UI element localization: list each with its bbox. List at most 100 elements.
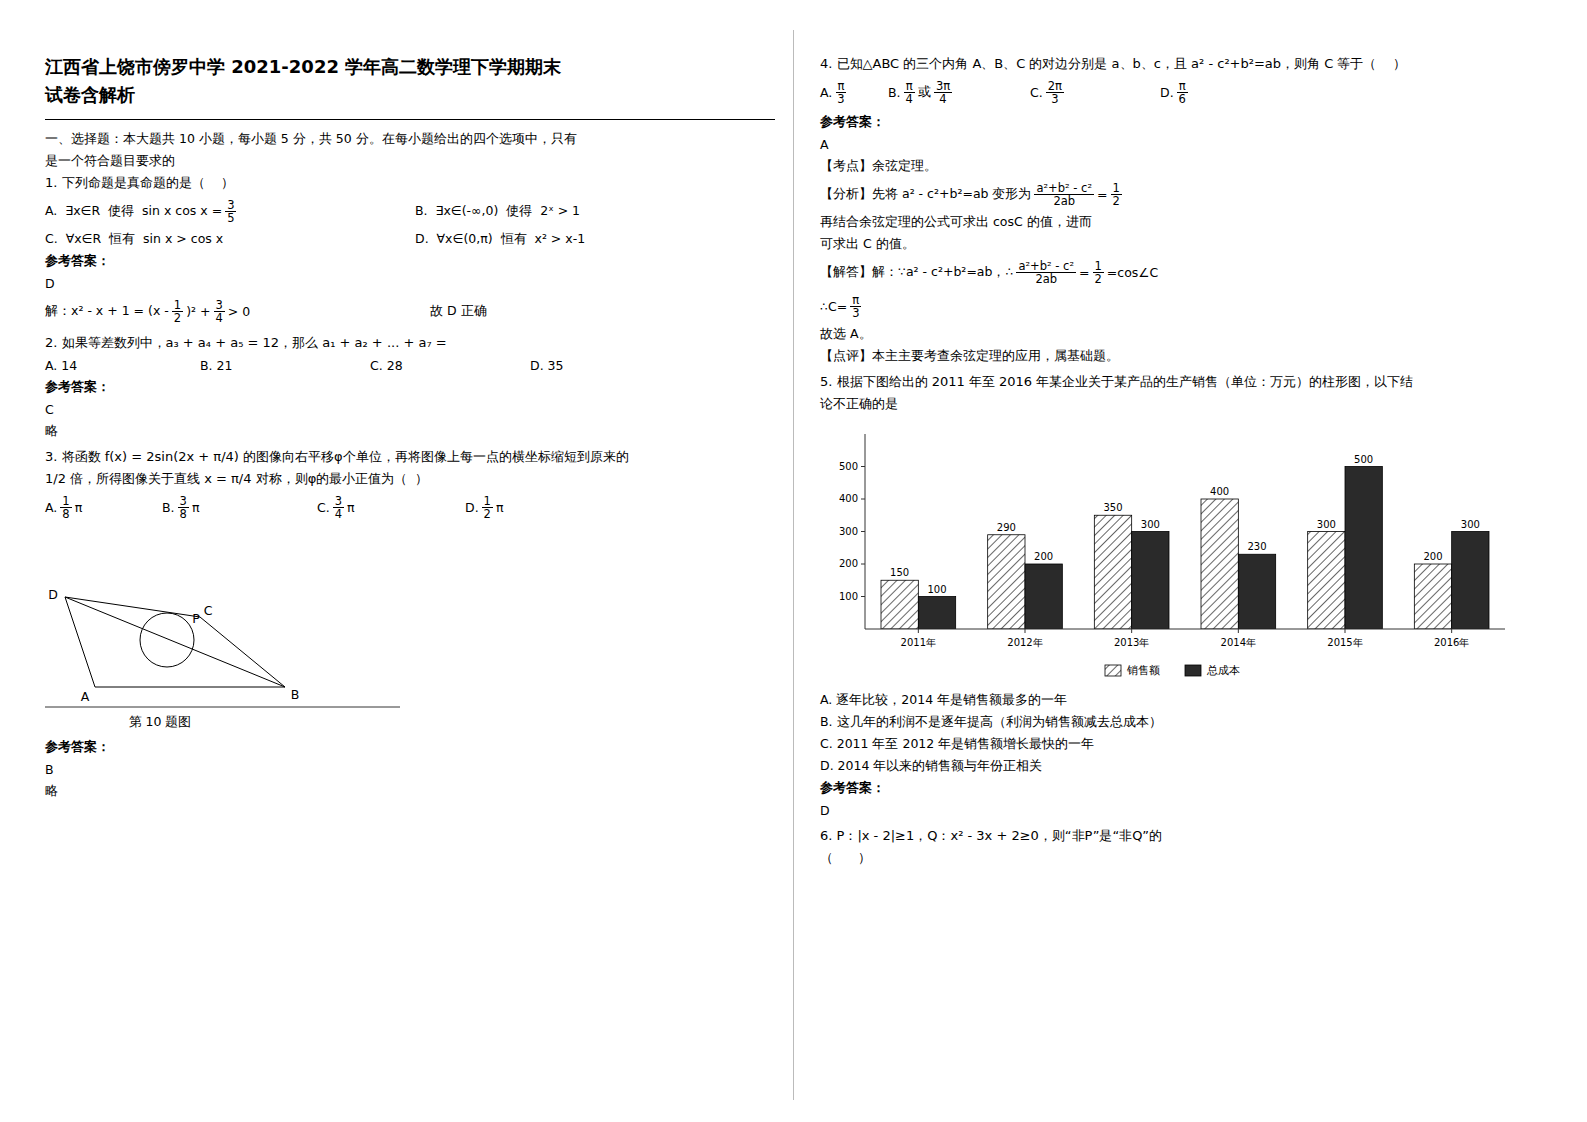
text: π — [192, 500, 200, 515]
bar — [1452, 532, 1489, 630]
text: C. — [317, 500, 330, 515]
text-line: 参考答案： — [45, 252, 110, 270]
bar — [1094, 515, 1131, 629]
text: 可求出 C 的值。 — [820, 236, 915, 253]
text-line: 论不正确的是 — [820, 395, 898, 413]
figure-edge — [65, 597, 285, 687]
data-label: 200 — [1034, 551, 1053, 562]
figure-caption: 第 10 题图 — [129, 714, 192, 729]
data-label: 350 — [1103, 502, 1122, 513]
text: > 0 — [228, 304, 250, 319]
text-row: 【考点】余弦定理。 — [820, 157, 1560, 175]
text-line: 一、选择题：本大题共 10 小题，每小题 5 分，共 50 分。在每小题给出的四… — [45, 130, 577, 148]
text: 参考答案： — [820, 114, 885, 131]
text: 再结合余弦定理的公式可求出 cosC 的值，进而 — [820, 214, 1092, 231]
text-line: 参考答案： — [820, 113, 885, 131]
numerator: π — [904, 80, 915, 93]
text-row: ∴C=π3 — [820, 291, 1560, 321]
text-row: 【点评】本主主要考查余弦定理的应用，属基础题。 — [820, 347, 1560, 365]
text-row: A. 逐年比较，2014 年是销售额最多的一年 — [820, 691, 1560, 709]
figure-edge — [65, 597, 200, 617]
text-row: 4. 已知△ABC 的三个内角 A、B、C 的对边分别是 a、b、c，且 a² … — [820, 55, 1560, 73]
figure-label: D — [48, 587, 58, 602]
x-tick-label: 2012年 — [1007, 637, 1042, 648]
text-line: 【点评】本主主要考查余弦定理的应用，属基础题。 — [820, 347, 1119, 365]
figure-svg: DCABP第 10 题图 — [45, 542, 425, 734]
text-row: 参考答案： — [45, 738, 785, 756]
fraction: a²+b² - c²2ab — [1034, 182, 1094, 207]
text-row: 江西省上饶市傍罗中学 2021-2022 学年高二数学理下学期期末 — [45, 55, 785, 79]
text-row: B — [45, 760, 785, 778]
text-line: A — [820, 135, 829, 153]
bar — [1132, 532, 1169, 630]
x-tick — [1238, 629, 1239, 633]
bar — [918, 597, 955, 630]
text-row: A — [820, 135, 1560, 153]
text: 参考答案： — [45, 253, 110, 270]
text-line: C. ∀x∈R 恒有 sin x > cos x — [45, 230, 223, 248]
y-tick — [861, 564, 865, 565]
text-row: 解：x² - x + 1 = (x -12)² +34> 0故 D 正确 — [45, 296, 785, 326]
bars — [881, 467, 1489, 630]
text: 故选 A。 — [820, 326, 872, 343]
x-tick — [1451, 629, 1452, 633]
bar — [1414, 564, 1451, 629]
text: D. — [465, 500, 479, 515]
text-row: 5. 根据下图给出的 2011 年至 2016 年某企业关于某产品的生产销售（单… — [820, 373, 1560, 391]
data-label: 100 — [927, 584, 946, 595]
figure-caption-rule — [45, 707, 400, 708]
text: A. 逐年比较，2014 年是销售额最多的一年 — [820, 692, 1067, 709]
text: C. ∀x∈R 恒有 sin x > cos x — [45, 231, 223, 248]
right-column: 4. 已知△ABC 的三个内角 A、B、C 的对边分别是 a、b、c，且 a² … — [820, 55, 1560, 871]
text-line: 是一个符合题目要求的 — [45, 152, 175, 170]
text: D — [45, 276, 55, 291]
text-row: 一、选择题：本大题共 10 小题，每小题 5 分，共 50 分。在每小题给出的四… — [45, 130, 785, 148]
numerator: 3π — [934, 80, 952, 93]
text: A. — [820, 85, 832, 100]
page: {"chart_data": { "type": "bar", "categor… — [0, 0, 1587, 1122]
fraction: π3 — [835, 80, 846, 105]
text-line: 3. 将函数 f(x) = 2sin(2x + π/4) 的图像向右平移φ个单位… — [45, 448, 629, 466]
text: D. — [1160, 85, 1174, 100]
text-line: 【解答】解：∵a² - c²+b²=ab，∴a²+b² - c²2ab=12=c… — [820, 257, 1158, 287]
text-line: A.18π — [45, 492, 82, 522]
numerator: π — [1177, 80, 1188, 93]
text: C. — [1030, 85, 1043, 100]
text: π — [496, 500, 504, 515]
text: 4. 已知△ABC 的三个内角 A、B、C 的对边分别是 a、b、c，且 a² … — [820, 55, 1406, 73]
text-line: B. ∃x∈(-∞,0) 使得 2ˣ > 1 — [415, 196, 580, 226]
text-row: 可求出 C 的值。 — [820, 235, 1560, 253]
text-row: D — [45, 274, 785, 292]
fraction: 12 — [172, 299, 183, 324]
text-row: A. ∃x∈R 使得 sin x cos x =35 B. ∃x∈(-∞,0) 使… — [45, 196, 785, 226]
text: =cos∠C — [1107, 265, 1158, 280]
fraction: 34 — [333, 495, 344, 520]
text-row: B. 这几年的利润不是逐年提高（利润为销售额减去总成本） — [820, 713, 1560, 731]
text: B. ∃x∈(-∞,0) 使得 2ˣ > 1 — [415, 203, 580, 220]
text-row: 6. P：|x - 2|≥1，Q：x² - 3x + 2≥0，则“非P”是“非Q… — [820, 827, 1560, 845]
text-row: 是一个符合题目要求的 — [45, 152, 785, 170]
text-line: C.2π3 — [1030, 77, 1067, 107]
data-label: 300 — [1317, 519, 1336, 530]
text-row: A.π3B.π4或3π4C.2π3D.π6 — [820, 77, 1560, 107]
text: A. ∃x∈R 使得 sin x cos x = — [45, 203, 222, 220]
denominator: 2 — [482, 508, 493, 520]
text: 6. P：|x - 2|≥1，Q：x² - 3x + 2≥0，则“非P”是“非Q… — [820, 827, 1162, 845]
denominator: 2 — [172, 312, 183, 324]
text-row: 略 — [45, 782, 785, 800]
denominator: 4 — [904, 93, 915, 105]
legend-swatch — [1105, 665, 1121, 676]
numerator: 3 — [178, 495, 189, 508]
text-line: A. ∃x∈R 使得 sin x cos x =35 — [45, 196, 239, 226]
data-label: 400 — [1210, 486, 1229, 497]
numerator: 3 — [214, 299, 225, 312]
text-row: 【分析】先将 a² - c²+b²=ab 变形为a²+b² - c²2ab=12 — [820, 179, 1560, 209]
text-row: 参考答案： — [820, 113, 1560, 131]
text: 【考点】余弦定理。 — [820, 158, 937, 175]
text: 试卷含解析 — [45, 83, 135, 107]
fraction: 35 — [225, 199, 236, 224]
figure-edge — [95, 687, 285, 688]
numerator: a²+b² - c² — [1016, 260, 1076, 273]
y-tick — [861, 531, 865, 532]
figure-label: A — [81, 689, 90, 704]
